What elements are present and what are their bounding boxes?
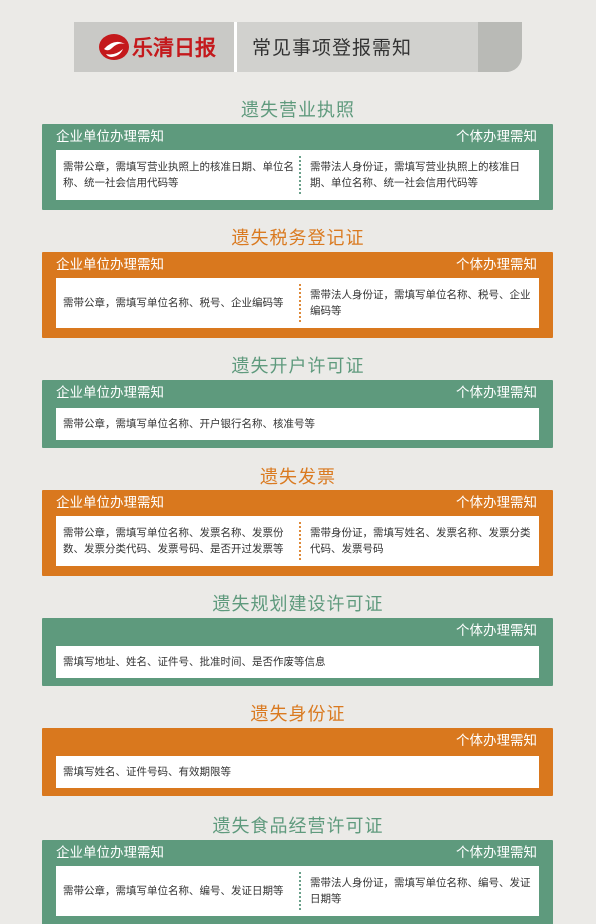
requirements-text: 需填写姓名、证件号码、有效期限等 <box>63 766 231 778</box>
column-divider <box>299 872 301 910</box>
info-card: 个体办理需知 需填写地址、姓名、证件号、批准时间、是否作废等信息 <box>42 618 553 686</box>
card-body: 需带公章，需填写单位名称、开户银行名称、核准号等 <box>56 408 539 440</box>
enterprise-requirements: 需带公章，需填写营业执照上的核准日期、单位名称、统一社会信用代码等 <box>63 161 294 189</box>
card-header: 企业单位办理需知 个体办理需知 <box>42 252 553 278</box>
page-title: 常见事项登报需知 <box>252 37 413 59</box>
info-card: 企业单位办理需知 个体办理需知 需带公章，需填写营业执照上的核准日期、单位名称、… <box>42 124 553 210</box>
enterprise-label: 企业单位办理需知 <box>56 845 164 861</box>
individual-label: 个体办理需知 <box>456 495 537 511</box>
section-title: 遗失食品经营许可证 <box>212 816 384 837</box>
section-title: 遗失发票 <box>260 467 336 488</box>
banner-accent <box>478 22 522 72</box>
section-title: 遗失规划建设许可证 <box>212 594 384 615</box>
logo-text: 乐清日报 <box>132 35 216 60</box>
individual-requirements: 需带法人身份证，需填写单位名称、编号、发证日期等 <box>310 877 531 905</box>
card-header: 企业单位办理需知 个体办理需知 <box>42 380 553 406</box>
card-header: 企业单位办理需知 个体办理需知 <box>42 490 553 516</box>
info-card: 企业单位办理需知 个体办理需知 需带公章，需填写单位名称、编号、发证日期等 需带… <box>42 840 553 924</box>
column-divider <box>299 522 301 560</box>
column-divider <box>299 156 301 194</box>
header-banner: 乐清日报 常见事项登报需知 <box>74 22 522 72</box>
individual-label: 个体办理需知 <box>456 623 537 639</box>
section-title: 遗失营业执照 <box>241 100 355 121</box>
card-body: 需填写地址、姓名、证件号、批准时间、是否作废等信息 <box>56 646 539 678</box>
individual-label: 个体办理需知 <box>456 129 537 145</box>
newspaper-logo: 乐清日报 <box>98 31 216 63</box>
banner-divider <box>234 22 237 72</box>
individual-requirements: 需带法人身份证，需填写营业执照上的核准日期、单位名称、统一社会信用代码等 <box>310 161 520 189</box>
card-body: 需带公章，需填写单位名称、发票名称、发票份数、发票分类代码、发票号码、是否开过发… <box>56 516 539 566</box>
individual-label: 个体办理需知 <box>456 733 537 749</box>
enterprise-label: 企业单位办理需知 <box>56 385 164 401</box>
card-body: 需带公章，需填写营业执照上的核准日期、单位名称、统一社会信用代码等 需带法人身份… <box>56 150 539 200</box>
individual-label: 个体办理需知 <box>456 385 537 401</box>
section-title: 遗失开户许可证 <box>231 356 365 377</box>
requirements-text: 需带公章，需填写单位名称、开户银行名称、核准号等 <box>63 418 315 430</box>
section-title: 遗失身份证 <box>250 704 346 725</box>
logo-emblem-icon <box>99 34 129 60</box>
enterprise-label: 企业单位办理需知 <box>56 495 164 511</box>
enterprise-requirements: 需带公章，需填写单位名称、税号、企业编码等 <box>63 297 284 309</box>
card-body: 需带公章，需填写单位名称、编号、发证日期等 需带法人身份证，需填写单位名称、编号… <box>56 866 539 916</box>
card-body: 需填写姓名、证件号码、有效期限等 <box>56 756 539 788</box>
card-header: 企业单位办理需知 个体办理需知 <box>42 124 553 150</box>
individual-requirements: 需带法人身份证，需填写单位名称、税号、企业编码等 <box>310 289 531 317</box>
info-card: 企业单位办理需知 个体办理需知 需带公章，需填写单位名称、开户银行名称、核准号等 <box>42 380 553 448</box>
card-body: 需带公章，需填写单位名称、税号、企业编码等 需带法人身份证，需填写单位名称、税号… <box>56 278 539 328</box>
card-header: 企业单位办理需知 个体办理需知 <box>42 840 553 866</box>
info-card: 个体办理需知 需填写姓名、证件号码、有效期限等 <box>42 728 553 796</box>
info-card: 企业单位办理需知 个体办理需知 需带公章，需填写单位名称、发票名称、发票份数、发… <box>42 490 553 576</box>
individual-label: 个体办理需知 <box>456 845 537 861</box>
column-divider <box>299 284 301 322</box>
enterprise-requirements: 需带公章，需填写单位名称、发票名称、发票份数、发票分类代码、发票号码、是否开过发… <box>63 527 284 555</box>
enterprise-label: 企业单位办理需知 <box>56 129 164 145</box>
individual-label: 个体办理需知 <box>456 257 537 273</box>
enterprise-label: 企业单位办理需知 <box>56 257 164 273</box>
info-card: 企业单位办理需知 个体办理需知 需带公章，需填写单位名称、税号、企业编码等 需带… <box>42 252 553 338</box>
requirements-text: 需填写地址、姓名、证件号、批准时间、是否作废等信息 <box>63 656 326 668</box>
card-header: 个体办理需知 <box>42 618 553 644</box>
enterprise-requirements: 需带公章，需填写单位名称、编号、发证日期等 <box>63 885 284 897</box>
section-title: 遗失税务登记证 <box>231 228 365 249</box>
individual-requirements: 需带身份证，需填写姓名、发票名称、发票分类代码、发票号码 <box>310 527 531 555</box>
card-header: 个体办理需知 <box>42 728 553 754</box>
